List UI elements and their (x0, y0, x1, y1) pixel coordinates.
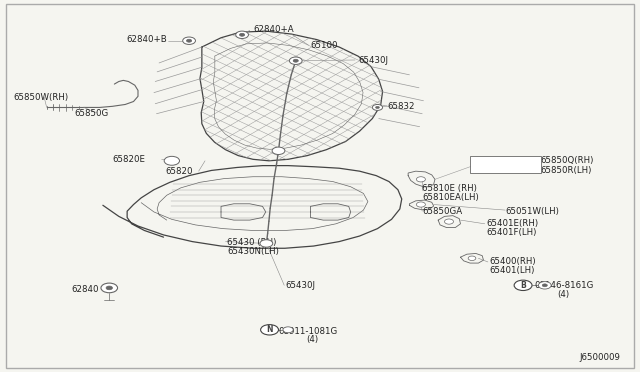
Circle shape (293, 59, 298, 62)
Text: 65401F(LH): 65401F(LH) (486, 228, 536, 237)
Circle shape (445, 219, 454, 224)
Circle shape (106, 286, 113, 290)
Text: (4): (4) (307, 335, 318, 344)
Text: 65430J: 65430J (285, 281, 315, 290)
Circle shape (260, 325, 278, 335)
Text: 65850Q(RH): 65850Q(RH) (540, 156, 594, 165)
Text: J6500009: J6500009 (579, 353, 620, 362)
Circle shape (272, 147, 285, 154)
Text: 65820E: 65820E (113, 155, 145, 164)
Text: 65401(LH): 65401(LH) (489, 266, 534, 275)
Text: 62840+B: 62840+B (126, 35, 167, 44)
Circle shape (101, 283, 118, 293)
Text: 65100: 65100 (310, 41, 338, 50)
Text: 65832: 65832 (387, 102, 415, 111)
Text: 65051W(LH): 65051W(LH) (505, 207, 559, 216)
Text: 08146-8161G: 08146-8161G (534, 281, 593, 290)
Circle shape (514, 280, 532, 291)
Text: 08911-1081G: 08911-1081G (278, 327, 338, 336)
Text: 65850R(LH): 65850R(LH) (540, 166, 592, 175)
Text: 62840: 62840 (71, 285, 99, 294)
Text: 65810E (RH): 65810E (RH) (422, 185, 477, 193)
Circle shape (417, 202, 426, 207)
Circle shape (538, 282, 551, 289)
Text: 65400(RH): 65400(RH) (489, 257, 536, 266)
Circle shape (260, 240, 273, 247)
Circle shape (289, 57, 302, 64)
Circle shape (417, 177, 426, 182)
FancyBboxPatch shape (470, 156, 541, 173)
Text: 65850G: 65850G (74, 109, 108, 118)
Text: 65850W(RH): 65850W(RH) (13, 93, 68, 102)
Circle shape (376, 106, 380, 109)
Circle shape (542, 284, 547, 287)
Text: 65430 (RH): 65430 (RH) (227, 238, 276, 247)
Text: (4): (4) (557, 290, 570, 299)
Text: N: N (266, 325, 273, 334)
Text: 65430J: 65430J (358, 56, 388, 65)
Circle shape (186, 39, 191, 42)
Text: 65820: 65820 (166, 167, 193, 176)
Circle shape (372, 105, 383, 110)
Text: B: B (520, 281, 526, 290)
Text: 65401E(RH): 65401E(RH) (486, 219, 538, 228)
Text: 62840+A: 62840+A (253, 25, 294, 34)
Circle shape (239, 33, 244, 36)
Circle shape (164, 156, 179, 165)
Circle shape (236, 31, 248, 38)
Circle shape (182, 37, 195, 44)
Circle shape (283, 327, 293, 333)
Circle shape (468, 256, 476, 260)
Text: 65430N(LH): 65430N(LH) (227, 247, 279, 256)
Text: 65850GA: 65850GA (422, 207, 462, 216)
Text: 65810EA(LH): 65810EA(LH) (422, 193, 479, 202)
